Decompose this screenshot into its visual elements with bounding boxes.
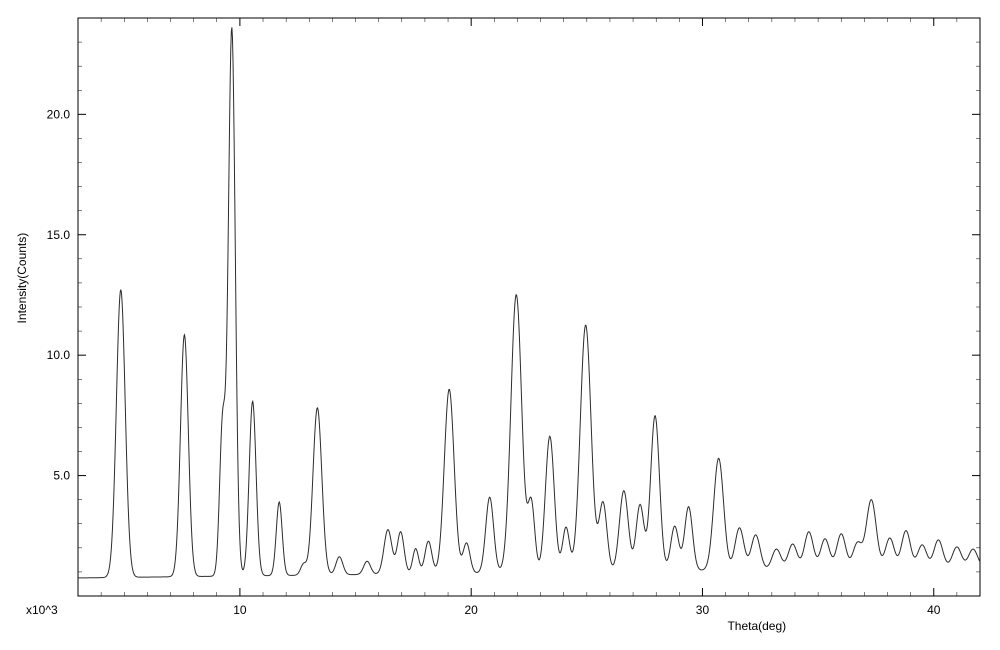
y-tick-label: 5.0: [53, 469, 70, 483]
y-tick-label: 10.0: [47, 348, 71, 362]
x-tick-label: 40: [927, 603, 941, 617]
x-tick-label: 30: [696, 603, 710, 617]
x-tick-label: 10: [233, 603, 247, 617]
x-tick-label: 20: [464, 603, 478, 617]
y-tick-label: 20.0: [47, 107, 71, 121]
y-tick-label: 15.0: [47, 228, 71, 242]
x-axis-label: Theta(deg): [727, 619, 786, 633]
y-axis-label: Intensity(Counts): [15, 233, 29, 324]
y-scale-note: x10^3: [26, 603, 58, 617]
xrd-line-chart: 10 20 30 40 5.0 10.0 15.0 20.0 Theta(deg) Intensi…: [0, 0, 1000, 650]
